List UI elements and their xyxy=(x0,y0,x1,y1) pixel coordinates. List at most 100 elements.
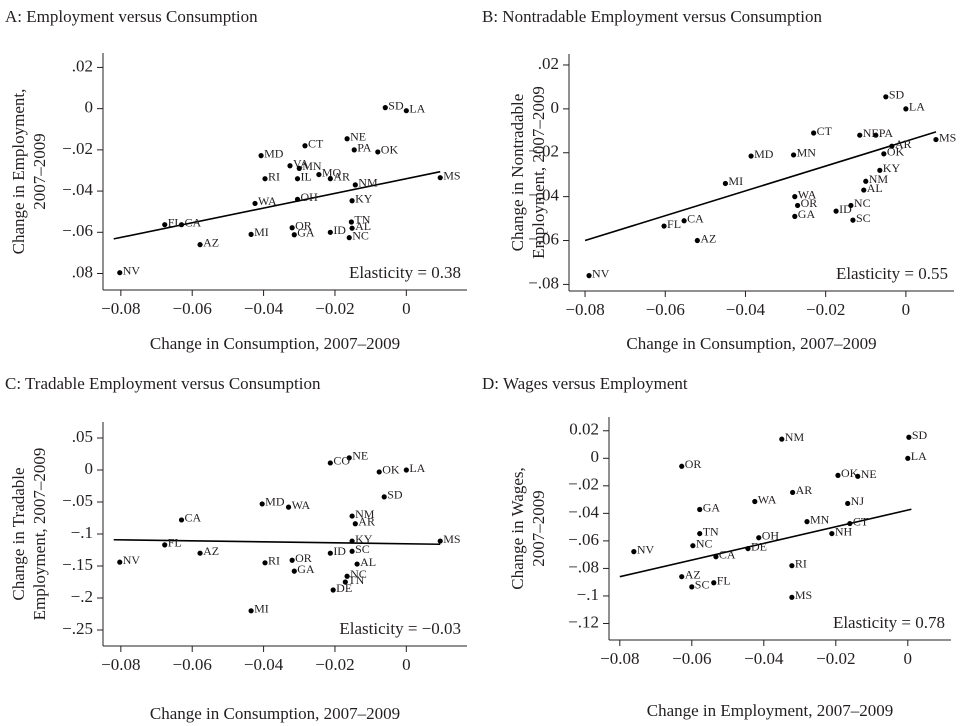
state-label: NV xyxy=(123,553,141,567)
y-tick-label: −.02 xyxy=(568,475,599,494)
state-label: DE xyxy=(751,539,767,553)
state-label: GA xyxy=(798,207,816,221)
state-point xyxy=(847,520,853,527)
state-point xyxy=(349,538,355,544)
state-point xyxy=(829,530,835,537)
state-label: MS xyxy=(443,532,460,546)
state-point xyxy=(262,560,268,566)
y-tick-label: −.06 xyxy=(568,530,599,549)
state-label: NE xyxy=(352,449,368,463)
y-tick-label: −.25 xyxy=(62,619,93,638)
state-point xyxy=(697,530,703,537)
state-label: MI xyxy=(728,174,743,188)
state-point xyxy=(855,473,861,479)
state-point xyxy=(330,587,336,593)
fit-line xyxy=(113,538,441,546)
state-point xyxy=(302,143,308,149)
state-point xyxy=(291,568,297,574)
x-tick-label: −0.04 xyxy=(726,300,766,319)
state-label: KY xyxy=(355,532,373,546)
state-label: MI xyxy=(254,602,269,616)
state-point xyxy=(833,208,839,214)
state-label: SC xyxy=(856,211,871,225)
state-point xyxy=(679,574,685,580)
state-point xyxy=(327,460,333,466)
state-point xyxy=(346,235,352,241)
y-tick-label: −.12 xyxy=(568,612,599,631)
y-tick-label: .02 xyxy=(538,54,559,73)
state-label: NM xyxy=(355,507,375,521)
x-tick-label: −0.06 xyxy=(173,299,212,318)
state-label: SC xyxy=(695,578,710,592)
state-label: CA xyxy=(185,215,202,229)
state-point xyxy=(873,132,879,138)
y-tick-label: −.15 xyxy=(62,555,93,574)
state-label: WA xyxy=(758,492,777,506)
state-label: NC xyxy=(352,228,369,242)
state-point xyxy=(316,171,322,178)
fit-line xyxy=(113,170,441,240)
state-point xyxy=(903,106,909,112)
state-point xyxy=(349,548,355,554)
state-point xyxy=(354,561,360,567)
state-label: WA xyxy=(798,187,817,201)
state-label: OK xyxy=(381,143,399,157)
x-tick-label: −0.06 xyxy=(646,300,685,319)
state-point xyxy=(877,167,883,173)
state-label: MS xyxy=(795,588,812,602)
y-tick-label: −.04 xyxy=(62,180,93,199)
state-label: DE xyxy=(336,581,352,595)
state-point xyxy=(752,498,758,505)
state-label: LA xyxy=(409,101,425,115)
x-tick-label: −0.08 xyxy=(565,300,604,319)
state-label: NH xyxy=(835,524,853,538)
y-tick-label: −.05 xyxy=(62,491,93,510)
state-label: TN xyxy=(703,524,719,538)
y-tick-label: −.08 xyxy=(528,273,559,292)
state-point xyxy=(252,200,258,207)
state-label: OR xyxy=(295,551,312,565)
elasticity-note: Elasticity = 0.55 xyxy=(836,264,948,283)
state-label: SD xyxy=(388,98,404,112)
y-tick-label: .08 xyxy=(72,262,93,281)
y-tick-label: .02 xyxy=(72,56,93,75)
state-label: PA xyxy=(879,126,894,140)
state-point xyxy=(792,213,798,219)
state-point xyxy=(679,463,685,469)
state-label: AR xyxy=(895,137,912,151)
state-point xyxy=(352,521,358,527)
state-point xyxy=(259,501,265,507)
state-point xyxy=(327,176,333,182)
state-label: AZ xyxy=(685,567,701,581)
state-label: NC xyxy=(854,196,871,210)
state-point xyxy=(344,573,350,579)
state-label: NC xyxy=(696,536,713,550)
state-label: LA xyxy=(909,100,925,114)
state-label: AL xyxy=(867,181,883,195)
elasticity-note: Elasticity = −0.03 xyxy=(339,619,461,638)
state-label: SD xyxy=(387,488,403,502)
x-tick-label: −0.08 xyxy=(101,655,140,674)
x-tick-label: 0 xyxy=(902,300,911,319)
state-point xyxy=(681,218,687,224)
panel-title: B: Nontradable Employment versus Consump… xyxy=(482,7,822,26)
state-point xyxy=(289,225,295,231)
state-point xyxy=(296,165,302,172)
state-point xyxy=(197,550,203,556)
y-axis-label: Employment, 2007–2009 xyxy=(30,448,49,621)
state-point xyxy=(722,180,729,187)
state-label: SD xyxy=(912,428,928,442)
state-point xyxy=(697,506,703,513)
y-axis-label: Change in Tradable xyxy=(9,467,28,600)
state-label: LA xyxy=(911,449,927,463)
state-label: NE xyxy=(861,467,877,481)
state-label: PA xyxy=(357,141,372,155)
state-point xyxy=(294,196,301,202)
state-label: FL xyxy=(717,573,731,587)
y-axis-label: Change in Nontradable xyxy=(508,94,527,252)
panel-title: C: Tradable Employment versus Consumptio… xyxy=(5,374,321,393)
state-point xyxy=(248,608,254,614)
state-point xyxy=(906,434,912,440)
state-point xyxy=(437,538,443,544)
